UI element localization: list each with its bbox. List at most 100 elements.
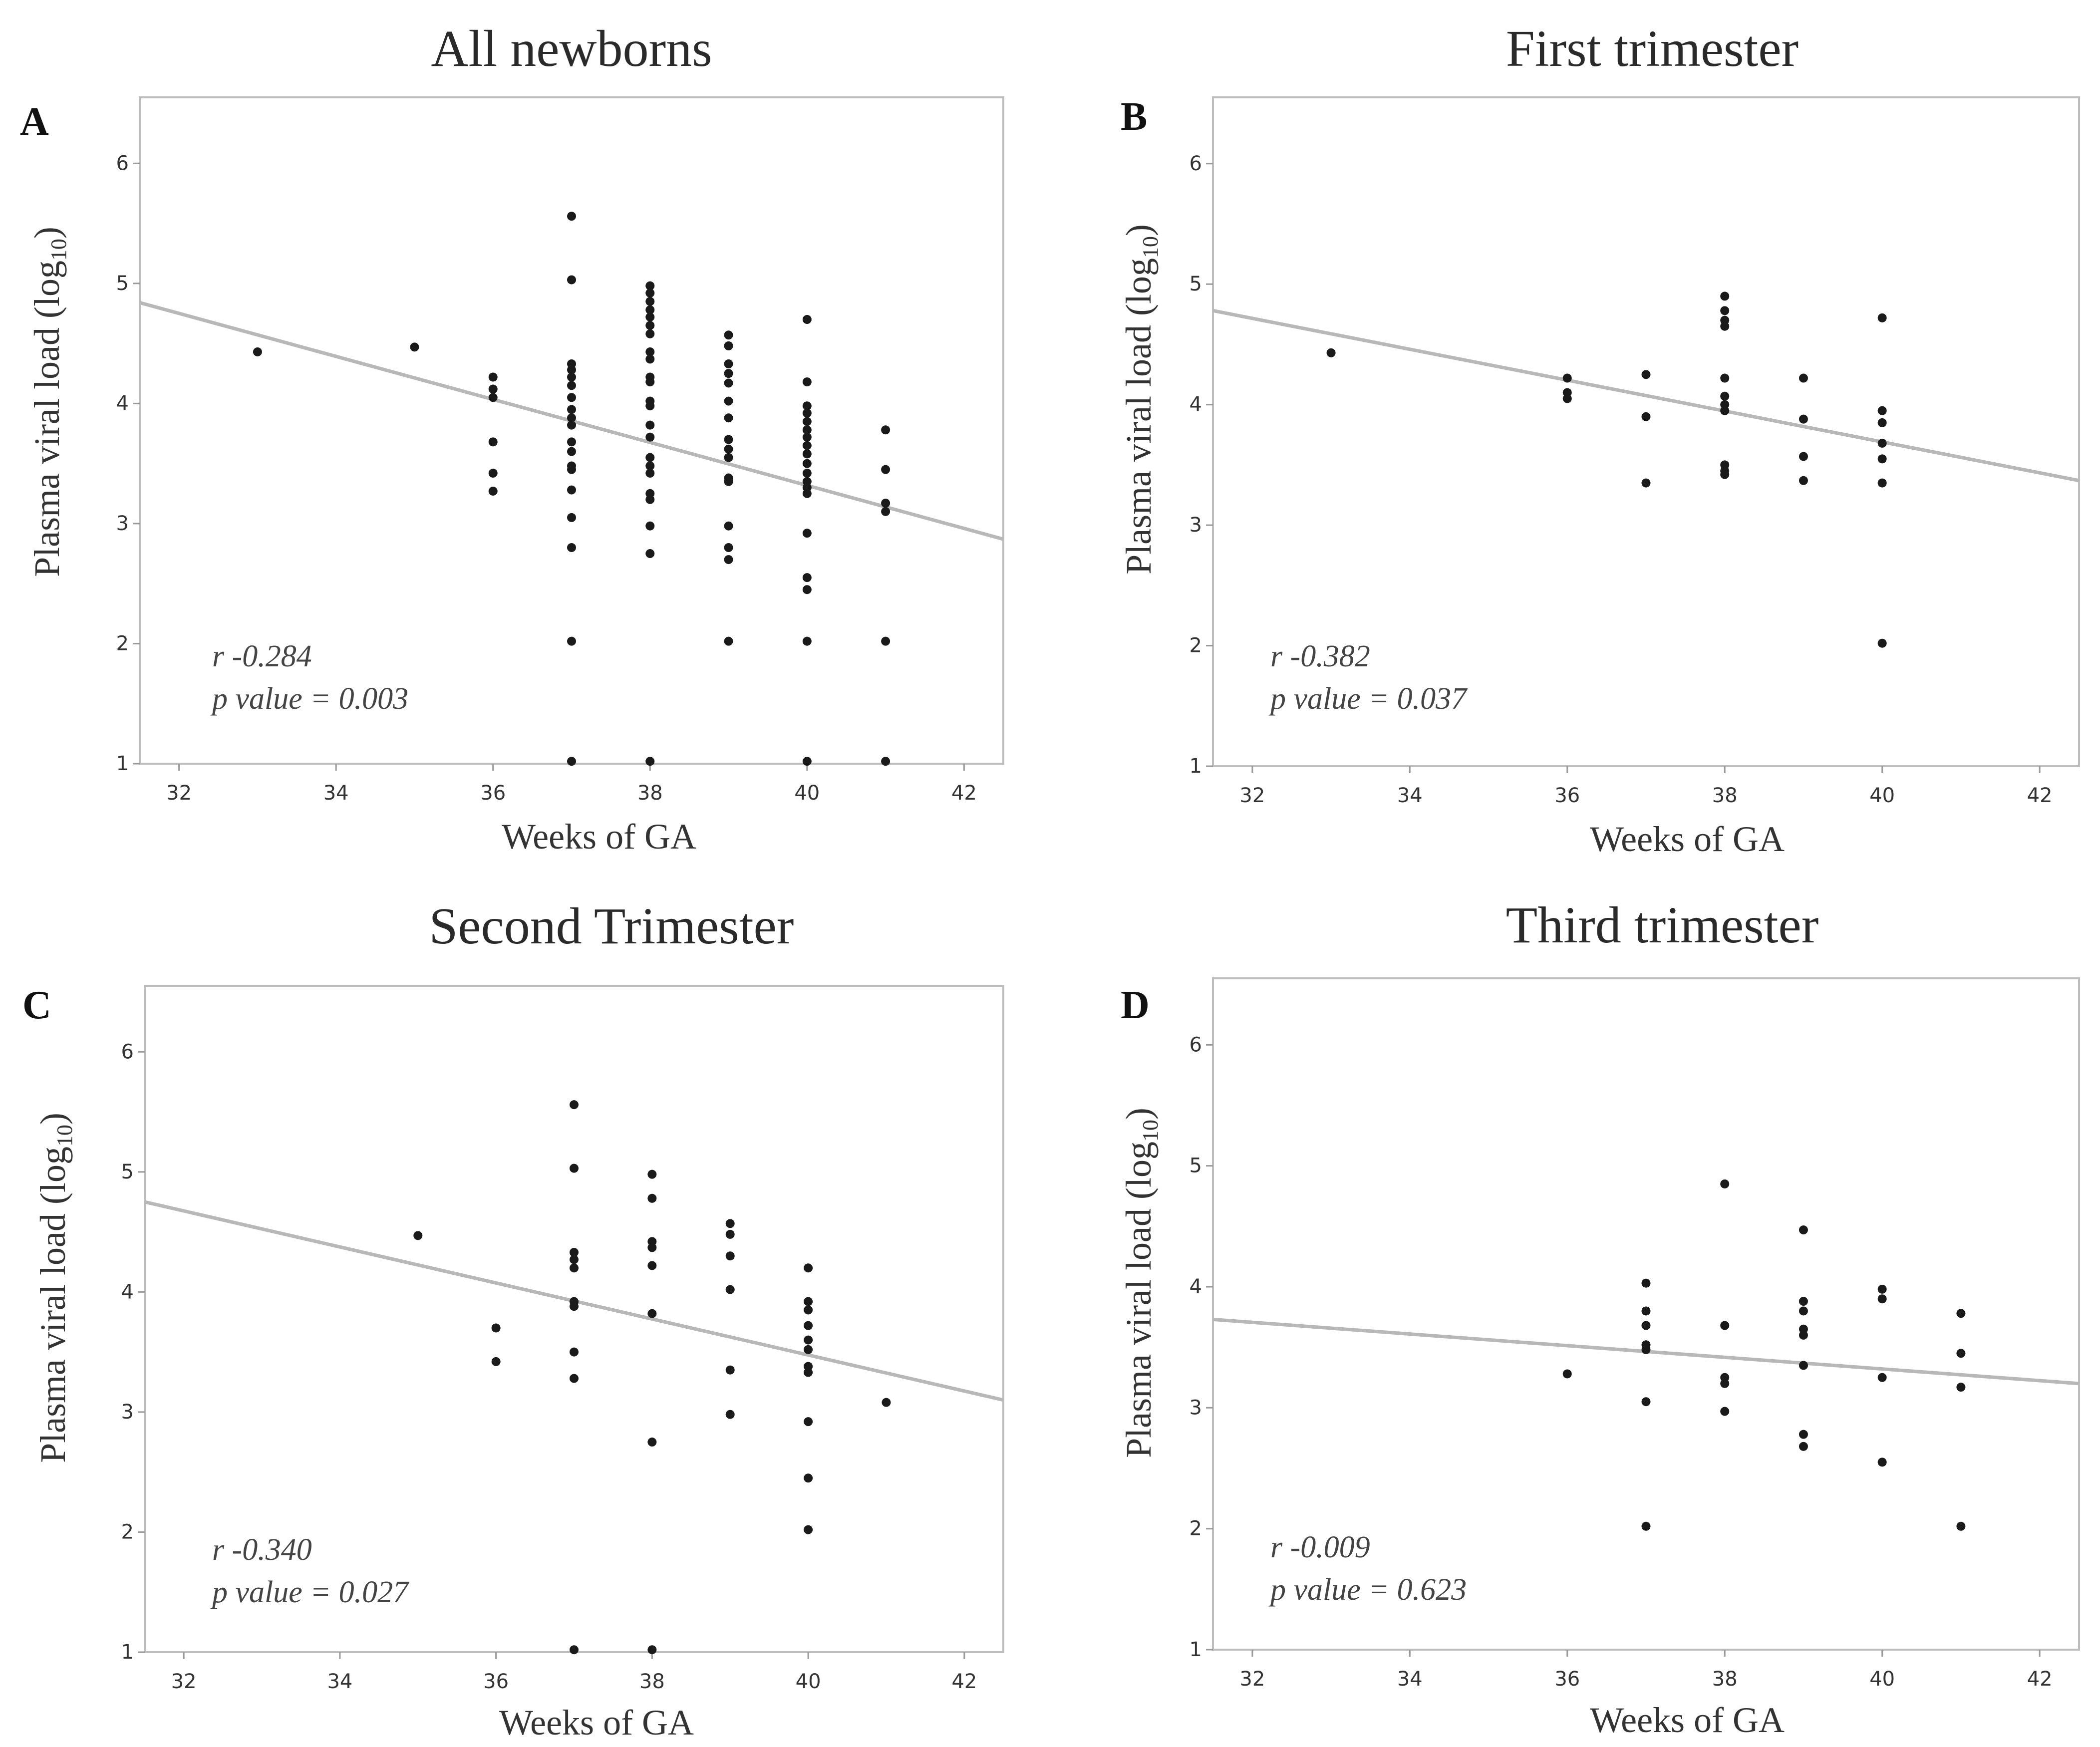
panel-a-data-point (724, 477, 733, 486)
panel-b-data-point (1799, 476, 1808, 485)
panel-a-data-point (567, 405, 576, 414)
panel-d-data-point (1956, 1383, 1966, 1392)
panel-a-data-point (645, 495, 655, 504)
panel-b-data-point (1641, 370, 1651, 379)
panel-a-data-point (802, 757, 812, 766)
panel-a-data-point (567, 465, 576, 474)
panel-c-data-point (570, 1347, 579, 1357)
panel-c-y-tick-label: 6 (121, 1040, 134, 1063)
panel-a-y-tick-label: 2 (116, 632, 129, 655)
panel-d-x-tick-label: 42 (2027, 1668, 2053, 1691)
panel-a-data-point (645, 289, 655, 298)
panel-d-data-point (1720, 1379, 1730, 1388)
panel-d-data-point (1799, 1361, 1808, 1370)
panel-d-data-point (1641, 1521, 1651, 1531)
panel-a-data-point (567, 513, 576, 522)
panel-c-data-point (413, 1231, 423, 1240)
panel-d-data-point (1877, 1373, 1887, 1382)
panel-c-x-tick-label: 38 (639, 1670, 665, 1693)
panel-c-data-point (570, 1248, 579, 1257)
panel-b-x-tick-label: 38 (1712, 784, 1738, 807)
panel-a-data-point (724, 341, 733, 350)
panel-a-data-point (567, 372, 576, 382)
panel-c-data-point (804, 1335, 813, 1345)
panel-a-data-point (802, 401, 812, 411)
panel-c-y-tick-label: 4 (121, 1280, 134, 1303)
panel-c-data-point (647, 1261, 657, 1270)
panel-b-y-tick-label: 5 (1190, 273, 1202, 295)
panel-b-p-value: p value = 0.037 (1268, 682, 1468, 716)
panel-b-x-tick-label: 42 (2027, 784, 2053, 807)
panel-a-data-point (567, 485, 576, 495)
panel-b-y-axis-label: Plasma viral load (log10) (1119, 224, 1163, 575)
panel-c-y-tick-label: 3 (121, 1401, 134, 1424)
panel-a-data-point (802, 449, 812, 459)
panel-a-data-point (488, 384, 498, 394)
panel-a-data-point (724, 378, 733, 388)
panel-a-data-point (645, 420, 655, 430)
panel-d-y-tick-label: 3 (1190, 1396, 1202, 1419)
panel-b-x-tick-label: 36 (1554, 784, 1580, 807)
panel-a-data-point (567, 757, 576, 766)
panel-a-data-point (881, 636, 891, 646)
panel-a-data-point (724, 521, 733, 531)
panel-a-data-point (802, 408, 812, 418)
panel-a-y-tick-label: 4 (116, 392, 129, 415)
panel-c-letter: C (22, 983, 51, 1027)
panel-a-data-point (802, 636, 812, 646)
panel-d-x-tick-label: 38 (1712, 1668, 1738, 1691)
panel-b-data-point (1720, 291, 1730, 301)
panel-a-x-tick-label: 36 (480, 782, 506, 805)
panel-b-r-stat: r -0.382 (1270, 639, 1370, 673)
panel-d-data-point (1720, 1407, 1730, 1416)
panel-a-y-tick-label: 1 (116, 752, 129, 775)
panel-c-data-point (804, 1345, 813, 1354)
panel-b-data-point (1877, 438, 1887, 448)
panel-c-data-point (570, 1164, 579, 1173)
panel-c-data-point (804, 1297, 813, 1306)
panel-b-plot-area (1212, 96, 2080, 767)
panel-d-data-point (1877, 1457, 1887, 1467)
panel-a-data-point (802, 377, 812, 387)
panel-c-x-tick-label: 34 (327, 1670, 352, 1693)
panel-a-x-tick-label: 40 (794, 782, 820, 805)
panel-d-y-axis-label: Plasma viral load (log10) (1119, 1108, 1163, 1458)
panel-c-p-value: p value = 0.027 (210, 1575, 410, 1609)
panel-a-y-tick-label: 3 (116, 512, 129, 535)
panel-a-data-point (724, 359, 733, 368)
panel-c-data-point (570, 1100, 579, 1110)
panel-b-data-point (1720, 373, 1730, 383)
panel-a-data-point (802, 315, 812, 324)
panel-a-data-point (724, 555, 733, 565)
panel-a-x-tick-label: 38 (637, 782, 663, 805)
panel-a-data-point (802, 585, 812, 594)
panel-a-y-tick-label: 6 (116, 152, 129, 175)
panel-d-data-point (1720, 1321, 1730, 1330)
panel-b-y-tick-label: 4 (1190, 393, 1202, 416)
panel-c-data-point (647, 1169, 657, 1179)
panel-c-data-point (725, 1229, 735, 1239)
panel-c-data-point (725, 1251, 735, 1261)
panel-a-data-point (724, 330, 733, 340)
panel-a-data-point (645, 305, 655, 314)
panel-b-data-point (1720, 306, 1730, 315)
panel-c-data-point (570, 1263, 579, 1273)
panel-a-data-point (567, 212, 576, 221)
panel-a-data-point (881, 757, 891, 766)
panel-a-title: All newborns (431, 20, 712, 77)
panel-d-r-stat: r -0.009 (1270, 1530, 1370, 1564)
panel-c-data-point (647, 1438, 657, 1447)
panel-a-data-point (488, 437, 498, 447)
panel-a-data-point (567, 365, 576, 375)
panel-c-data-point (804, 1263, 813, 1273)
panel-d-title: Third trimester (1506, 896, 1819, 954)
panel-a-data-point (724, 543, 733, 553)
panel-c-data-point (570, 1374, 579, 1383)
panel-a-data-point (802, 425, 812, 435)
panel-a-data-point (410, 342, 419, 352)
panel-a-data-point (881, 425, 891, 435)
panel-a-data-point (881, 465, 891, 474)
panel-d-x-tick-label: 34 (1397, 1668, 1423, 1691)
